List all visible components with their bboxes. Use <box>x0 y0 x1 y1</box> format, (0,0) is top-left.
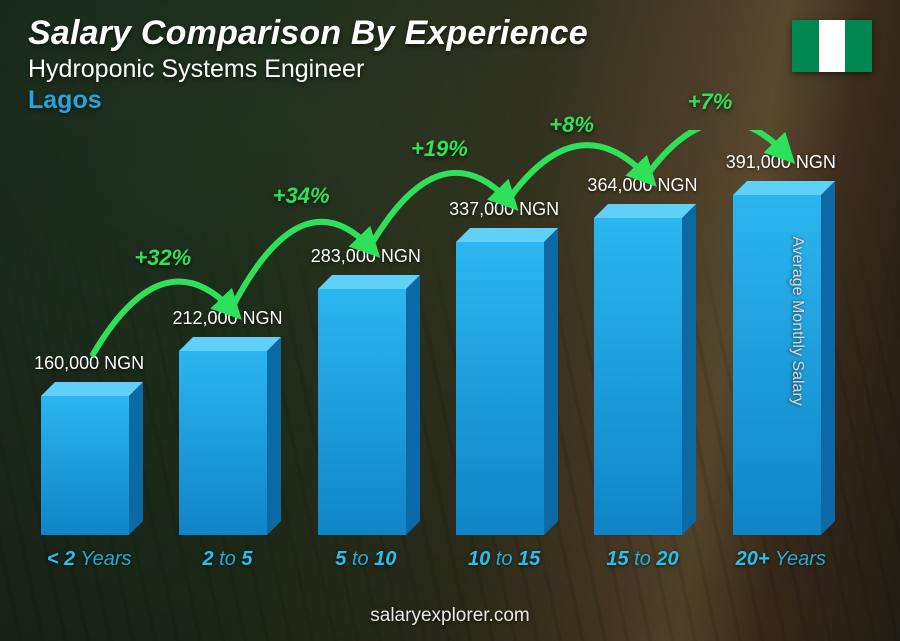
title-location: Lagos <box>28 86 588 115</box>
bar-front <box>733 195 821 535</box>
x-labels-container: < 2 Years 2 to 5 5 to 10 10 to 15 15 to 20 20… <box>30 548 840 571</box>
country-flag-nigeria <box>792 20 872 72</box>
bar-slot: 391,000 NGN <box>722 195 840 535</box>
bar-top <box>733 181 835 195</box>
bar-top <box>318 275 420 289</box>
bar-top <box>179 337 281 351</box>
x-axis-label: 2 to 5 <box>168 548 286 571</box>
flag-stripe-mid <box>819 20 846 72</box>
title-subtitle: Hydroponic Systems Engineer <box>28 55 588 84</box>
bar-slot: 212,000 NGN <box>168 351 286 535</box>
bar-value-label: 364,000 NGN <box>587 175 697 196</box>
bar-value-label: 160,000 NGN <box>34 353 144 374</box>
bar: 391,000 NGN <box>733 195 829 535</box>
title-block: Salary Comparison By Experience Hydropon… <box>28 14 588 115</box>
pct-badge: +34% <box>273 183 330 209</box>
x-axis-label: < 2 Years <box>30 548 148 571</box>
bar-side <box>682 204 696 535</box>
y-axis-label: Average Monthly Salary <box>788 236 806 406</box>
bar-side <box>267 337 281 535</box>
bar-top <box>41 382 143 396</box>
bar: 337,000 NGN <box>456 242 552 535</box>
flag-stripe-left <box>792 20 819 72</box>
bars-container: 160,000 NGN 212,000 NGN 283,000 NGN 337,000… <box>30 130 840 535</box>
pct-badge: +32% <box>134 245 191 271</box>
flag-stripe-right <box>845 20 872 72</box>
pct-badge: +7% <box>688 89 733 115</box>
chart-area: 160,000 NGN 212,000 NGN 283,000 NGN 337,000… <box>30 130 840 571</box>
bar-slot: 364,000 NGN <box>583 218 701 535</box>
bar-side <box>544 228 558 535</box>
bar: 364,000 NGN <box>594 218 690 535</box>
bar-slot: 337,000 NGN <box>445 242 563 535</box>
bar-value-label: 337,000 NGN <box>449 199 559 220</box>
x-axis-label: 5 to 10 <box>307 548 425 571</box>
bar: 283,000 NGN <box>318 289 414 535</box>
pct-badge: +8% <box>549 112 594 138</box>
bar-value-label: 391,000 NGN <box>726 152 836 173</box>
credit-text: salaryexplorer.com <box>0 605 900 627</box>
bar: 160,000 NGN <box>41 396 137 535</box>
bar-value-label: 212,000 NGN <box>172 308 282 329</box>
bar-top <box>594 204 696 218</box>
bar-slot: 283,000 NGN <box>307 289 425 535</box>
infographic-canvas: Salary Comparison By Experience Hydropon… <box>0 0 900 641</box>
bar-front <box>179 351 267 535</box>
x-axis-label: 20+ Years <box>722 548 840 571</box>
title-main: Salary Comparison By Experience <box>28 14 588 53</box>
bar-value-label: 283,000 NGN <box>311 246 421 267</box>
bar-side <box>821 181 835 535</box>
bar-front <box>456 242 544 535</box>
pct-badge: +19% <box>411 136 468 162</box>
bar-front <box>41 396 129 535</box>
bar-slot: 160,000 NGN <box>30 396 148 535</box>
x-axis-label: 10 to 15 <box>445 548 563 571</box>
bar-top <box>456 228 558 242</box>
bar-side <box>406 275 420 535</box>
bar: 212,000 NGN <box>179 351 275 535</box>
bar-front <box>594 218 682 535</box>
bar-front <box>318 289 406 535</box>
x-axis-label: 15 to 20 <box>583 548 701 571</box>
bar-side <box>129 382 143 535</box>
